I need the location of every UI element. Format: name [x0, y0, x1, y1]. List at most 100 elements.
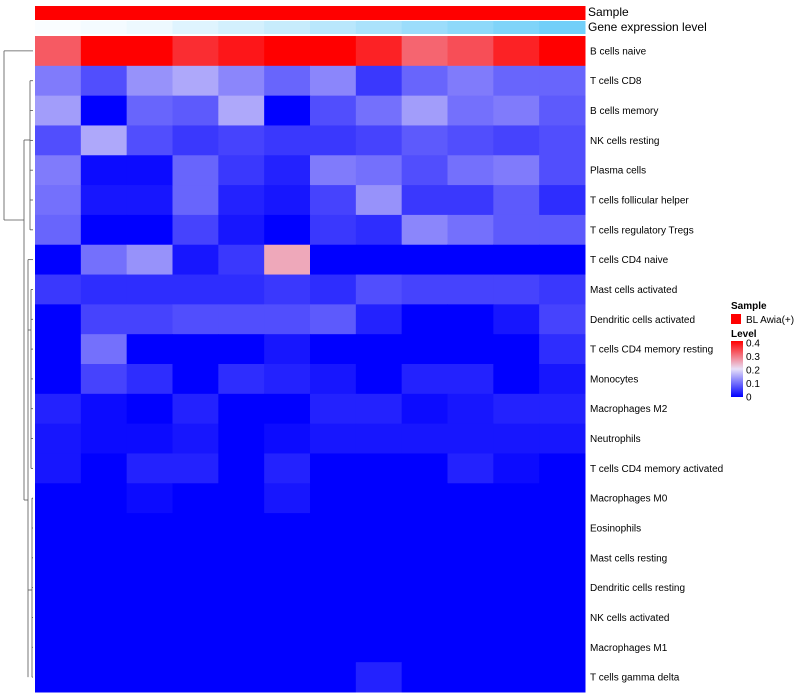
heatmap-cell [447, 36, 494, 67]
heatmap-cell [401, 214, 448, 246]
heatmap-cell [401, 334, 448, 365]
heatmap-cell [447, 632, 494, 663]
heatmap-cell [447, 572, 494, 604]
legend-sample-entry: BL Awia(+) [746, 315, 794, 326]
heatmap-cell [493, 364, 540, 395]
heatmap-cell [172, 244, 219, 276]
heatmap-cell [218, 214, 265, 246]
heatmap-cell [493, 214, 540, 246]
heatmap-cell [539, 155, 586, 186]
heatmap-cell [172, 662, 219, 693]
heatmap-cell [172, 185, 219, 216]
gene-expression-annotation-cell [539, 21, 586, 34]
gene-expression-annotation-cell [172, 21, 219, 34]
heatmap-cell [401, 393, 448, 425]
heatmap-cell [126, 483, 173, 514]
legend-color-bar [731, 341, 743, 397]
heatmap-cell [539, 483, 586, 514]
heatmap-cell [218, 364, 265, 395]
heatmap-cell [80, 185, 128, 216]
row-label: Macrophages M0 [590, 494, 668, 505]
gene-expression-annotation-cell [447, 21, 494, 34]
heatmap-cell [35, 214, 82, 246]
heatmap-cell [401, 125, 448, 156]
heatmap-cell [80, 304, 128, 335]
heatmap-cell [539, 214, 586, 246]
row-label: T cells CD4 naive [590, 255, 669, 266]
heatmap-cell [447, 364, 494, 395]
heatmap-cell [80, 244, 128, 276]
heatmap-cell [355, 65, 403, 97]
heatmap-cell [310, 244, 357, 276]
heatmap-cell [35, 453, 82, 484]
heatmap-cell [35, 393, 82, 425]
heatmap-cell [126, 95, 173, 126]
heatmap-cell [80, 632, 128, 663]
heatmap-cell [355, 453, 403, 484]
gene-expression-annotation-cell [401, 21, 448, 34]
row-label: B cells naive [590, 46, 647, 57]
heatmap-cell [218, 572, 265, 604]
heatmap-cell [126, 632, 173, 663]
heatmap-cell [80, 334, 128, 365]
heatmap-cell [80, 572, 128, 604]
heatmap-cell [172, 542, 219, 574]
heatmap-cell [218, 36, 265, 67]
heatmap-cell [264, 542, 311, 574]
sample-annotation-cell [539, 6, 586, 20]
heatmap-cell [493, 334, 540, 365]
heatmap-cell [447, 423, 494, 454]
heatmap-cell [310, 483, 357, 514]
heatmap-cell [493, 453, 540, 484]
heatmap-cell [172, 423, 219, 454]
heatmap-cell [401, 602, 448, 633]
heatmap-cell [218, 274, 265, 305]
heatmap-cell [539, 334, 586, 365]
heatmap-cell [126, 36, 173, 67]
heatmap-cell [401, 304, 448, 335]
heatmap-cell [172, 393, 219, 425]
row-label: Macrophages M2 [590, 404, 668, 415]
heatmap-cell [493, 513, 540, 544]
heatmap-cell [493, 483, 540, 514]
heatmap-cell [539, 453, 586, 484]
heatmap-cell [493, 602, 540, 633]
heatmap-cell [401, 632, 448, 663]
heatmap-cell [310, 274, 357, 305]
heatmap-cell [35, 244, 82, 276]
heatmap-cell [539, 364, 586, 395]
legend-tick-label: 0.3 [746, 352, 760, 363]
sample-annotation-label: Sample [588, 5, 629, 19]
heatmap-cell [310, 214, 357, 246]
legend-sample-title: Sample [731, 301, 767, 312]
heatmap-cell [401, 185, 448, 216]
heatmap-cell [355, 95, 403, 126]
heatmap-cell [447, 334, 494, 365]
heatmap-cell [80, 36, 128, 67]
heatmap-cell [493, 65, 540, 97]
gene-expression-annotation-cell [218, 21, 265, 34]
heatmap-cell [447, 513, 494, 544]
gene-expression-annotation-cell [126, 21, 173, 34]
heatmap-cell [35, 185, 82, 216]
heatmap-cell [493, 95, 540, 126]
heatmap-cell [218, 542, 265, 574]
heatmap-cell [126, 602, 173, 633]
row-label: Dendritic cells activated [590, 315, 695, 326]
heatmap-cell [493, 423, 540, 454]
heatmap-cell [310, 36, 357, 67]
heatmap-cell [264, 155, 311, 186]
heatmap-cell [493, 662, 540, 693]
sample-annotation-cell [264, 6, 311, 20]
heatmap-cell [355, 364, 403, 395]
heatmap-cell [355, 602, 403, 633]
heatmap-cell [539, 244, 586, 276]
heatmap-cell [126, 364, 173, 395]
heatmap-cell [447, 65, 494, 97]
heatmap-cell [172, 513, 219, 544]
heatmap-cell [447, 542, 494, 574]
heatmap-cell [493, 542, 540, 574]
gene-expression-annotation-bar [35, 21, 586, 34]
row-label: NK cells resting [590, 136, 659, 147]
heatmap-cell [80, 214, 128, 246]
